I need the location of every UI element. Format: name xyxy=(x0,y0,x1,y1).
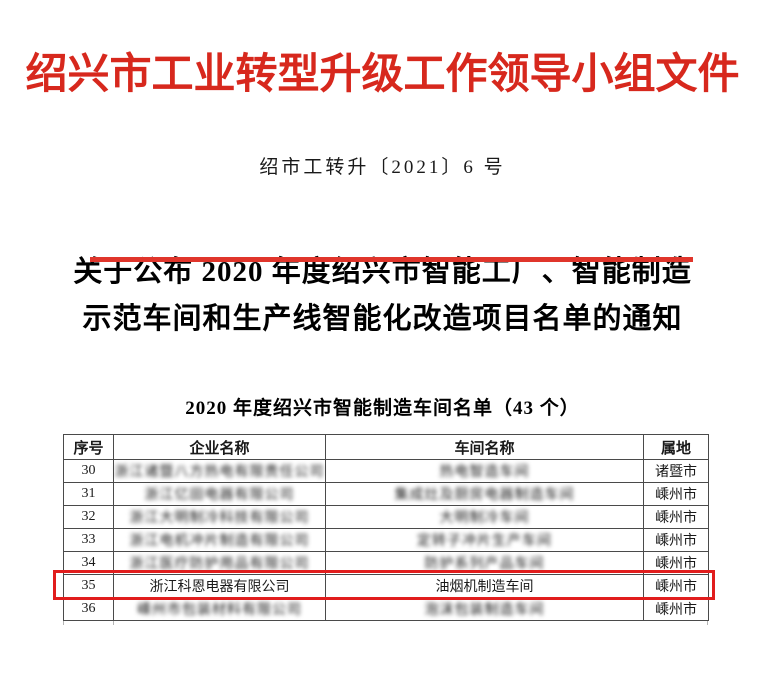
cell-location: 嵊州市 xyxy=(643,551,709,576)
header-serial-no: 序号 xyxy=(63,434,114,461)
cell-company-name: 嵊州市包装材料有限公司 xyxy=(113,597,326,622)
cell-company-name: 浙江大明制冷科技有限公司 xyxy=(113,505,326,530)
red-divider-line xyxy=(90,257,693,262)
cell-workshop-name: 集成灶及厨房电器制造车间 xyxy=(325,482,644,507)
cell-company-name: 浙江医疗防护用品有限公司 xyxy=(113,551,326,576)
cell-workshop-name: 热电智造车间 xyxy=(325,459,644,484)
document-page: { "document": { "letterhead": "绍兴市工业转型升级… xyxy=(0,50,765,679)
table-title: 2020 年度绍兴市智能制造车间名单（43 个） xyxy=(185,398,580,420)
table-row-highlighted: 35 浙江科恩电器有限公司 油烟机制造车间 嵊州市 xyxy=(63,574,709,599)
cell-location: 嵊州市 xyxy=(643,528,709,553)
document-number: 绍市工转升〔2021〕6 号 xyxy=(259,157,506,179)
header-location: 属地 xyxy=(643,434,709,461)
cell-location: 嵊州市 xyxy=(643,574,709,599)
cell-location: 嵊州市 xyxy=(643,505,709,530)
table-row: 32 浙江大明制冷科技有限公司 大明制冷车间 嵊州市 xyxy=(63,505,709,530)
header-workshop-name: 车间名称 xyxy=(325,434,644,461)
cell-serial-no: 35 xyxy=(63,574,114,599)
cell-company-name: 浙江亿田电器有限公司 xyxy=(113,482,326,507)
cell-workshop-name: 大明制冷车间 xyxy=(325,505,644,530)
cell-workshop-name: 定转子冲片生产车间 xyxy=(325,528,644,553)
cell-location: 嵊州市 xyxy=(643,597,709,622)
table-row: 34 浙江医疗防护用品有限公司 防护系列产品车间 嵊州市 xyxy=(63,551,709,576)
notice-title: 关于公布 2020 年度绍兴市智能工厂、智能制造 示范车间和生产线智能化改造项目… xyxy=(0,249,765,343)
cell-location: 诸暨市 xyxy=(643,459,709,484)
cell-serial-no: 30 xyxy=(63,459,114,484)
cell-workshop-name: 防护系列产品车间 xyxy=(325,551,644,576)
cell-location: 嵊州市 xyxy=(643,482,709,507)
header-company-name: 企业名称 xyxy=(113,434,326,461)
cell-serial-no: 31 xyxy=(63,482,114,507)
cell-company-name: 浙江电机冲片制造有限公司 xyxy=(113,528,326,553)
workshop-table: 序号 企业名称 车间名称 属地 30 浙江诸暨八方热电有限责任公司 热电智造车间… xyxy=(63,434,709,622)
table-row: 36 嵊州市包装材料有限公司 泡沫包装制造车间 嵊州市 xyxy=(63,597,709,622)
cell-serial-no: 33 xyxy=(63,528,114,553)
cell-company-name: 浙江诸暨八方热电有限责任公司 xyxy=(113,459,326,484)
cropped-next-row-stub xyxy=(63,621,708,626)
cell-workshop-name: 泡沫包装制造车间 xyxy=(325,597,644,622)
notice-title-line2: 示范车间和生产线智能化改造项目名单的通知 xyxy=(82,303,683,336)
workshop-table-wrapper: 序号 企业名称 车间名称 属地 30 浙江诸暨八方热电有限责任公司 热电智造车间… xyxy=(53,434,715,626)
cell-company-name: 浙江科恩电器有限公司 xyxy=(113,574,326,599)
table-row: 31 浙江亿田电器有限公司 集成灶及厨房电器制造车间 嵊州市 xyxy=(63,482,709,507)
table-row: 33 浙江电机冲片制造有限公司 定转子冲片生产车间 嵊州市 xyxy=(63,528,709,553)
letterhead-title: 绍兴市工业转型升级工作领导小组文件 xyxy=(25,52,740,98)
cell-serial-no: 34 xyxy=(63,551,114,576)
table-header-row: 序号 企业名称 车间名称 属地 xyxy=(63,434,709,461)
table-row: 30 浙江诸暨八方热电有限责任公司 热电智造车间 诸暨市 xyxy=(63,459,709,484)
cell-serial-no: 32 xyxy=(63,505,114,530)
cell-serial-no: 36 xyxy=(63,597,114,622)
cell-workshop-name: 油烟机制造车间 xyxy=(325,574,644,599)
